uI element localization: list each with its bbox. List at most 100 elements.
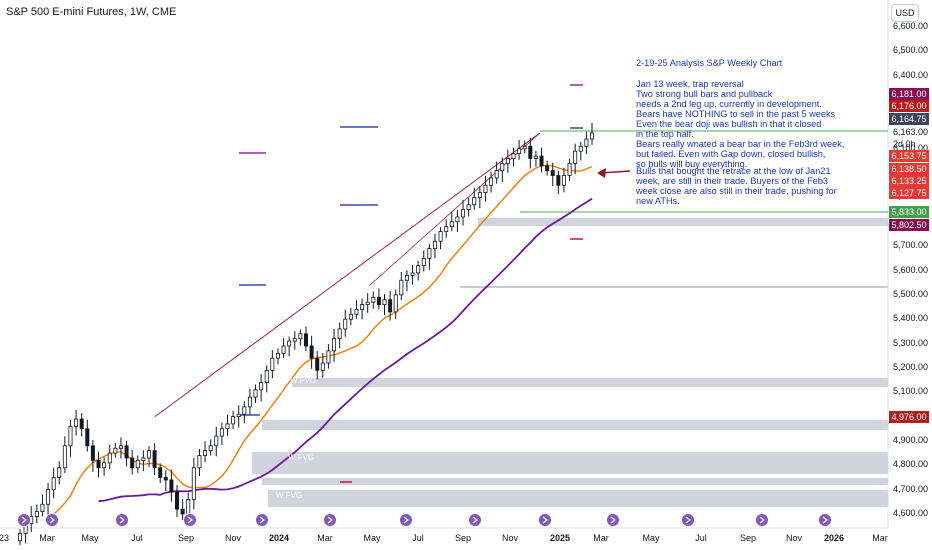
event-marker [399,513,413,527]
event-marker-glyph [685,516,691,524]
event-marker-glyph [49,516,55,524]
candle-body [444,226,449,232]
candle-body [561,175,566,186]
candle-body [533,155,538,159]
y-tick-label: 6,163.00 [893,127,929,138]
currency-button[interactable]: USD [891,4,919,22]
fvg-zone [262,478,888,485]
x-tick-label: May [363,533,381,543]
candle-body [539,155,544,167]
fvg-label: W FVG [290,376,317,385]
x-tick-label: Sep [177,533,195,543]
candle-body [191,467,196,500]
candle-body [348,313,353,320]
chart-title: S&P 500 E-mini Futures, 1W, CME [6,6,177,18]
event-marker-glyph [542,516,548,524]
x-tick-label: Mar [872,533,888,543]
note-line: week close are also still in their trade… [636,186,837,196]
candle-body [264,369,269,383]
price-badge: 6,133.25 [889,175,929,187]
candle-body [326,350,331,364]
candle-body [74,418,79,427]
candle-body [259,382,264,391]
price-badge: 6,153.75 [889,150,929,162]
fvg-label: W FVG [276,491,303,500]
candle-body [96,460,101,469]
note-line: so bulls will buy everything. [636,159,748,169]
candle-body [34,511,39,517]
candle-body [388,299,393,313]
event-markers [17,513,832,527]
price-badge: 5,802.50 [889,219,929,231]
x-tick-label: 2024 [268,533,290,543]
event-marker [115,513,129,527]
candle-body [130,457,135,469]
x-tick-label: Mar [39,533,55,543]
candle-body [236,413,241,418]
candle-body [343,318,348,330]
candle-body [365,301,370,305]
candle-body [578,145,583,152]
analysis-notes-2: Bulls that bought the retrace at the low… [636,166,837,206]
fvg-zone [292,378,888,387]
event-marker [681,513,695,527]
candle-body [219,428,224,437]
candle-body [489,177,494,186]
fvg-zones [252,130,888,507]
note-line: in the top half. [636,129,694,139]
candle-body [421,257,426,267]
candle-body [231,416,236,425]
candle-body [483,184,488,193]
event-marker [183,513,197,527]
y-tick-label: 5,100.00 [893,386,929,397]
candle-body [135,460,140,469]
candle-body [186,498,191,515]
price-badge: 6,176.00 [889,100,929,112]
candle-body [124,445,129,459]
note-line: new ATHs. [636,196,680,206]
x-tick-label: Nov [785,533,803,543]
y-tick-label: 6,500.00 [893,45,929,56]
y-tick-label: 5,500.00 [893,288,929,299]
candle-body [320,362,325,371]
x-tick-label: May [642,533,660,543]
candle-body [573,150,578,164]
candle-body [584,138,589,147]
candle-body [225,423,230,430]
y-tick-label: 5,400.00 [893,313,929,324]
y-tick-label: 4,700.00 [893,483,929,494]
candle-body [197,455,202,469]
candle-body [505,158,510,164]
note-line: Jan 13 week, trap reversal [636,79,744,89]
candle-body [427,248,432,259]
candle-body [461,209,466,218]
candle-body [393,294,398,313]
candle-body [517,148,522,155]
candle-body [203,450,208,456]
trend-lines [53,84,631,515]
candle-body [550,170,555,176]
note-line: Bears really wnated a bear bar in the Fe… [636,139,845,149]
candle-body [163,477,168,481]
trend-line [154,132,541,418]
candle-body [169,479,174,493]
arrow-head [597,168,606,178]
price-badge: 5,833.00 [889,206,929,218]
candle-body [315,357,320,371]
candle-body [51,477,56,491]
candles [17,122,595,546]
note-line: Even the bear doji was bullish in that i… [636,119,822,129]
candle-body [303,333,308,347]
fvg-zone [262,420,888,430]
event-marker-glyph [822,516,828,524]
candle-body [270,357,275,371]
event-marker [755,513,769,527]
candle-body [214,435,219,447]
candle-body [175,491,180,510]
analysis-heading: 2-19-25 Analysis S&P Weekly Chart [636,58,783,68]
candle-body [432,240,437,249]
x-tick-label: Nov [224,533,242,543]
fvg-zone [252,452,888,474]
note-line: week, are still in their trade. Buyers o… [636,176,829,186]
